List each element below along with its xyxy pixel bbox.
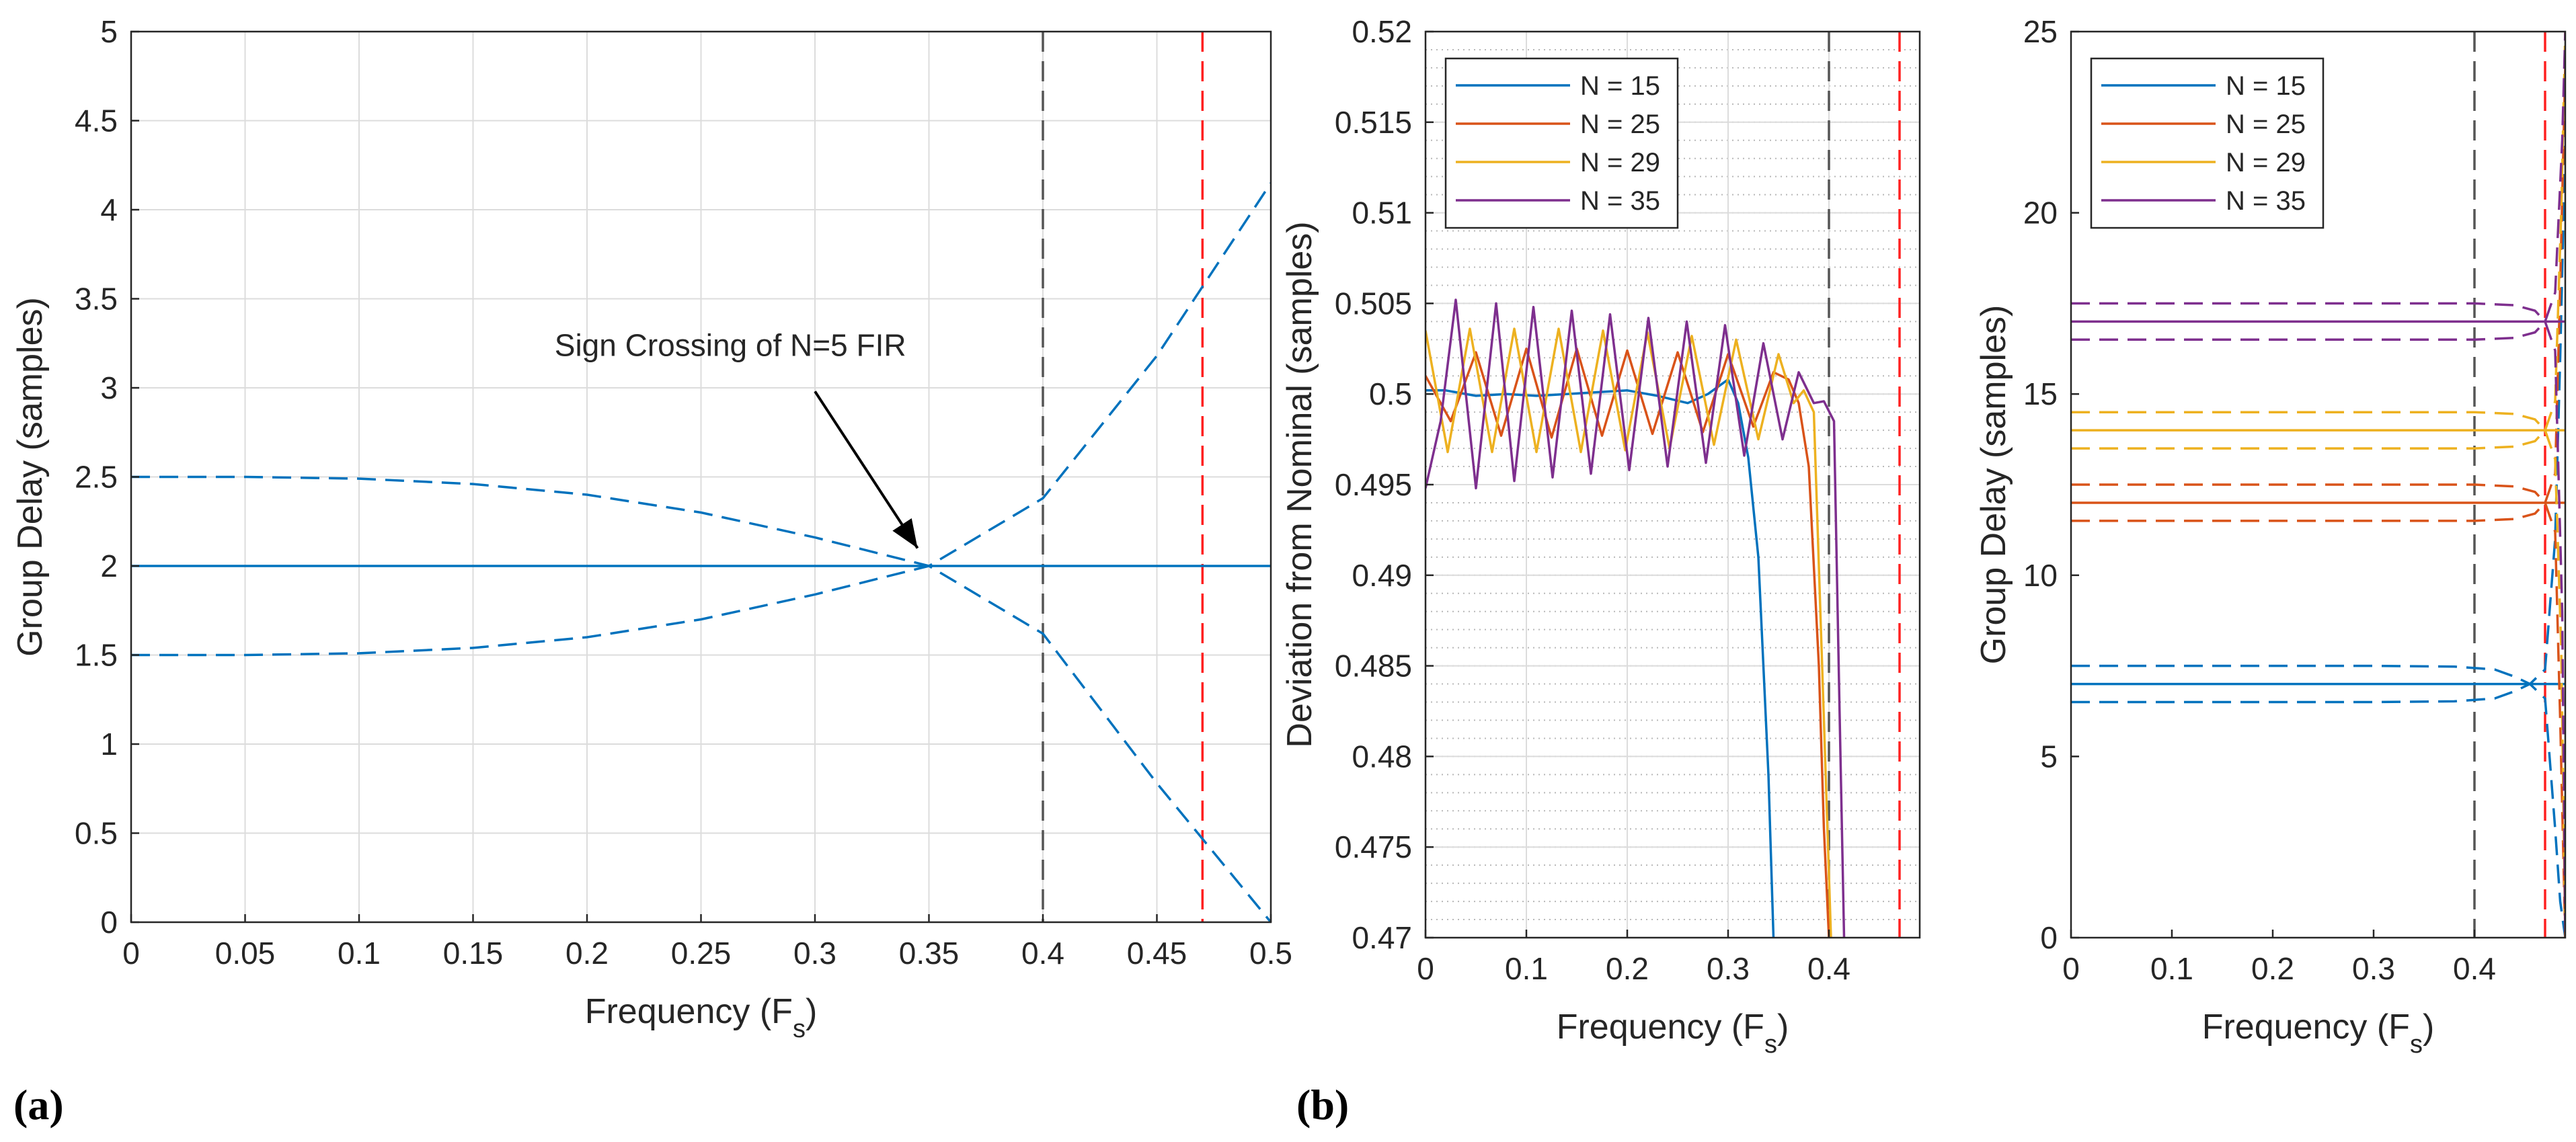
legend: N = 15 N = 25 N = 29 N = 35 [2090, 57, 2325, 229]
x-tick-label: 0.4 [1021, 936, 1064, 971]
series-line-n-35-upper [2071, 302, 2565, 938]
x-tick-label: 0 [1417, 951, 1434, 986]
x-tick-label: 0.05 [215, 936, 276, 971]
x-tick-label: 0.1 [2150, 951, 2193, 986]
chart-a: 0 0.05 0.1 0.15 0.2 0.25 0.3 0.35 0.4 0.45 0.5 0 0.5… [11, 14, 1292, 1043]
x-tick-label: 0.35 [899, 936, 960, 971]
x-tick-label: 0.4 [1807, 951, 1850, 986]
series-line-n-29-lower [2071, 32, 2565, 450]
x-tick-label: 0.1 [1505, 951, 1548, 986]
y-axis-label: Group Delay (samples) [1974, 305, 2013, 665]
legend-entry-label: N = 29 [2226, 148, 2306, 177]
y-tick-label: 3.5 [75, 282, 118, 317]
series-line-n-35 [1426, 298, 1846, 938]
legend-entry-label: N = 35 [1580, 186, 1660, 216]
y-tick-label: 1.5 [75, 638, 118, 673]
y-tick-label: 4 [100, 192, 118, 227]
series-line-n-29-upper [2071, 411, 2565, 938]
x-tick-label: 0 [122, 936, 140, 971]
y-tick-label: 0.49 [1352, 558, 1412, 593]
panel-label-a: (a) [13, 1081, 64, 1129]
x-tick-label: 0 [2062, 951, 2080, 986]
x-axis-label-subscript: s [1764, 1030, 1777, 1059]
y-tick-label: 0.505 [1335, 286, 1412, 321]
x-tick-label: 0.4 [2453, 951, 2496, 986]
legend-entry-label: N = 25 [1580, 110, 1660, 139]
x-tick-label: 0.45 [1127, 936, 1187, 971]
annotation: Sign Crossing of N=5 FIR [555, 327, 919, 549]
series-line-n-15-upper [2071, 664, 2565, 938]
y-tick-label: 0.52 [1352, 14, 1412, 49]
legend-entry-label: N = 35 [2226, 186, 2306, 216]
x-axis-label: Frequency (Fs) [1557, 1008, 1789, 1059]
y-tick-label: 0.51 [1352, 196, 1412, 231]
y-tick-label: 5 [2040, 739, 2058, 774]
x-tick-label: 0.15 [443, 936, 504, 971]
x-tick-label: 0.1 [338, 936, 381, 971]
x-axis-label: Frequency (Fs) [585, 992, 818, 1043]
annotation-arrow-head [892, 518, 918, 548]
x-tick-label: 0.5 [1249, 936, 1292, 971]
chart-b1: 0 0.1 0.2 0.3 0.4 0.47 0.475 0.48 0.485 0.49 0.495… [1280, 14, 1921, 1059]
series-line-n-5-lower [131, 182, 1271, 657]
x-axis-label-subscript: s [2410, 1030, 2423, 1059]
series-line-n-5-upper [131, 475, 1271, 922]
y-tick-label: 0 [100, 905, 118, 940]
chart-b2: 0 0.1 0.2 0.3 0.4 0 5 10 15 20 25 Frequency (Fs) Gro… [1974, 14, 2567, 1059]
x-tick-label: 0.3 [793, 936, 836, 971]
y-tick-label: 0.5 [75, 816, 118, 851]
x-axis-label-subscript: s [793, 1015, 806, 1043]
y-tick-label: 0.495 [1335, 467, 1412, 502]
y-tick-label: 20 [2023, 196, 2058, 231]
y-tick-label: 10 [2023, 558, 2058, 593]
y-tick-label: 1 [100, 727, 118, 762]
y-tick-label: 0.5 [1369, 376, 1412, 411]
x-tick-label: 0.2 [565, 936, 609, 971]
y-tick-label: 0 [2040, 920, 2058, 955]
series-line-n-25-upper [2071, 483, 2565, 938]
x-tick-label: 0.3 [1707, 951, 1750, 986]
y-axis-label: Deviation from Nominal (samples) [1280, 221, 1319, 747]
y-tick-label: 0.47 [1352, 920, 1412, 955]
series-line-n-25 [1426, 348, 1830, 938]
x-tick-label: 0.2 [1606, 951, 1649, 986]
series-line-n-15-lower [2071, 140, 2565, 704]
y-tick-label: 2.5 [75, 460, 118, 495]
legend-entry-label: N = 15 [2226, 71, 2306, 101]
annotation-arrow-shaft [814, 391, 919, 549]
x-axis-label: Frequency (Fs) [2202, 1008, 2435, 1059]
y-tick-label: 4.5 [75, 104, 118, 138]
x-axis-label-end: ) [1777, 1008, 1789, 1047]
y-tick-label: 0.475 [1335, 829, 1412, 864]
y-axis-label: Group Delay (samples) [11, 297, 50, 657]
y-tick-label: 25 [2023, 14, 2058, 49]
y-tick-label: 2 [100, 548, 118, 583]
x-axis-label-end: ) [806, 992, 817, 1031]
x-tick-label: 0.25 [671, 936, 732, 971]
axes-box [2070, 30, 2567, 939]
y-tick-label: 0.515 [1335, 105, 1412, 140]
y-tick-label: 0.485 [1335, 649, 1412, 684]
x-axis-label-end: ) [2423, 1008, 2434, 1047]
y-tick-label: 5 [100, 14, 118, 49]
y-tick-label: 3 [100, 370, 118, 405]
annotation-text: Sign Crossing of N=5 FIR [555, 327, 906, 362]
legend: N = 15 N = 25 N = 29 N = 35 [1444, 57, 1679, 229]
panel-label-b: (b) [1296, 1081, 1349, 1129]
y-tick-label: 0.48 [1352, 739, 1412, 774]
y-tick-label: 15 [2023, 376, 2058, 411]
legend-entry-label: N = 29 [1580, 148, 1660, 177]
legend-entry-label: N = 15 [1580, 71, 1660, 101]
x-tick-label: 0.2 [2251, 951, 2294, 986]
x-tick-label: 0.3 [2352, 951, 2395, 986]
legend-entry-label: N = 25 [2226, 110, 2306, 139]
